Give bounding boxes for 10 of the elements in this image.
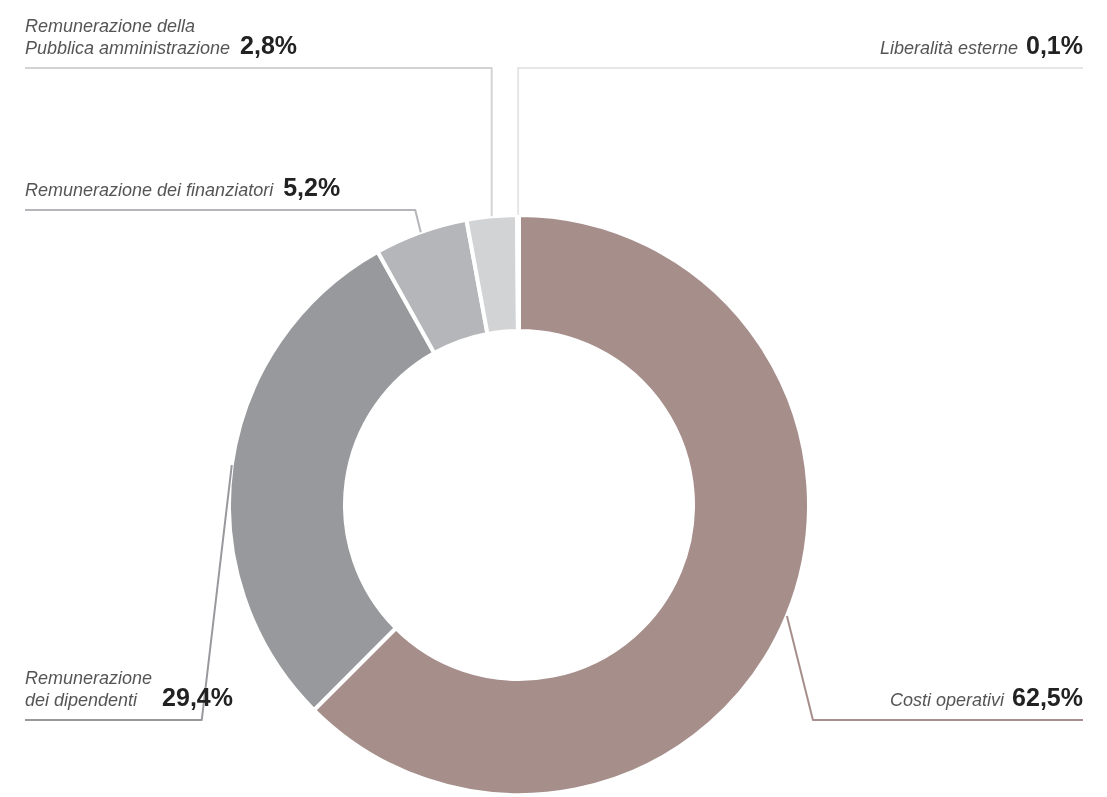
slice-label: Remunerazione della Pubblica amministrazione xyxy=(25,16,231,58)
slice-label: Liberalità esterne xyxy=(879,38,1019,58)
data-label: 2,8% xyxy=(240,31,298,59)
slice-label: Remunerazione dei finanziatori xyxy=(25,180,275,200)
data-label: 29,4% xyxy=(162,683,233,711)
data-label: 62,5% xyxy=(1012,683,1083,711)
slice-label: Remunerazione dei dipendenti xyxy=(25,668,153,710)
data-label: 5,2% xyxy=(283,173,341,201)
data-label: 0,1% xyxy=(1026,31,1083,59)
slice-label: Costi operativi xyxy=(890,690,1006,710)
